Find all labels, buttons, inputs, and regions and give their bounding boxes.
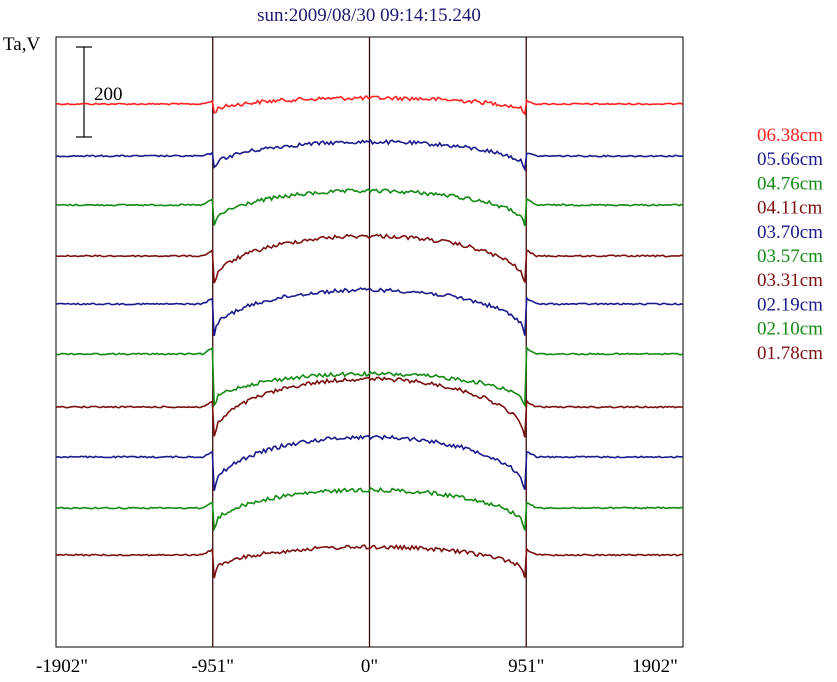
- legend-entry: 03.70cm: [757, 222, 823, 243]
- legend-entry: 03.31cm: [757, 270, 823, 291]
- y-axis-label: Ta,V: [3, 34, 40, 55]
- series-line-01.78cm: [55, 544, 684, 579]
- legend-entry: 06.38cm: [757, 125, 823, 146]
- legend-entry: 01.78cm: [757, 343, 823, 364]
- x-tick-label: 951": [508, 656, 544, 677]
- x-tick-label: 0": [361, 656, 378, 677]
- legend-entry: 02.10cm: [757, 319, 823, 340]
- x-tick-label: 1902": [632, 656, 678, 677]
- series-line-06.38cm: [55, 94, 684, 116]
- legend: 06.38cm 05.66cm 04.76cm 04.11cm 03.70cm 03.57…: [757, 125, 823, 364]
- series-group: [55, 94, 684, 579]
- chart-title: sun:2009/08/30 09:14:15.240: [257, 5, 481, 26]
- series-line-02.10cm: [55, 486, 684, 532]
- series-line-03.31cm: [55, 376, 684, 438]
- series-line-04.11cm: [55, 233, 684, 284]
- series-line-03.57cm: [55, 345, 684, 408]
- vertical-markers: [212, 37, 527, 647]
- series-line-05.66cm: [55, 138, 684, 172]
- legend-entry: 03.57cm: [757, 246, 823, 267]
- legend-entry: 02.19cm: [757, 294, 823, 315]
- scale-bar-label: 200: [94, 84, 123, 105]
- series-line-02.19cm: [55, 434, 683, 491]
- legend-entry: 04.11cm: [757, 198, 822, 219]
- series-line-03.70cm: [55, 287, 684, 337]
- scale-bar: 200: [76, 46, 123, 138]
- x-tick-label: -951": [191, 656, 234, 677]
- legend-entry: 04.76cm: [757, 173, 823, 194]
- legend-entry: 05.66cm: [757, 149, 823, 170]
- x-tick-labels: -1902" -951" 0" 951" 1902": [36, 656, 678, 677]
- x-tick-label: -1902": [36, 656, 88, 677]
- series-line-04.76cm: [55, 188, 684, 227]
